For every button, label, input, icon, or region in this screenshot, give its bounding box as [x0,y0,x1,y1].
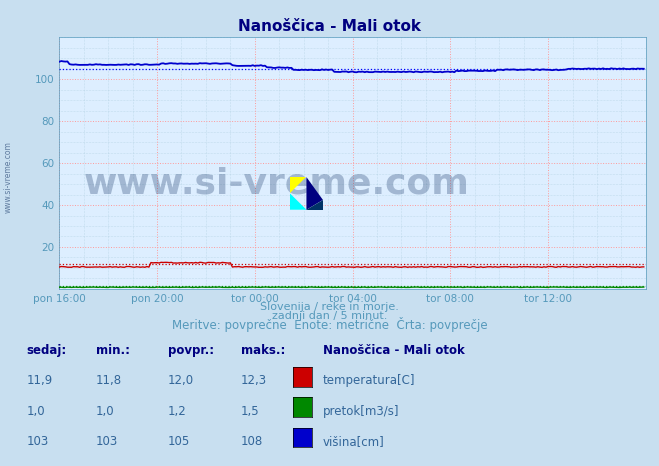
Text: temperatura[C]: temperatura[C] [323,375,415,387]
Text: Meritve: povprečne  Enote: metrične  Črta: povprečje: Meritve: povprečne Enote: metrične Črta:… [172,316,487,331]
Text: 1,2: 1,2 [168,405,186,418]
Polygon shape [306,200,323,210]
Polygon shape [290,193,306,210]
Text: 11,9: 11,9 [26,375,53,387]
Text: 12,3: 12,3 [241,375,267,387]
Text: povpr.:: povpr.: [168,344,214,357]
Text: 103: 103 [26,435,49,448]
Text: 108: 108 [241,435,263,448]
Text: min.:: min.: [96,344,130,357]
Text: 1,0: 1,0 [96,405,114,418]
Text: Nanoščica - Mali otok: Nanoščica - Mali otok [238,19,421,34]
Text: www.si-vreme.com: www.si-vreme.com [3,141,13,213]
Text: višina[cm]: višina[cm] [323,435,385,448]
Text: Slovenija / reke in morje.: Slovenija / reke in morje. [260,302,399,312]
Polygon shape [290,177,306,193]
Text: pretok[m3/s]: pretok[m3/s] [323,405,399,418]
Text: 105: 105 [168,435,190,448]
Text: Nanoščica - Mali otok: Nanoščica - Mali otok [323,344,465,357]
Text: www.si-vreme.com: www.si-vreme.com [84,166,469,200]
Text: sedaj:: sedaj: [26,344,67,357]
Text: 1,0: 1,0 [26,405,45,418]
Text: zadnji dan / 5 minut.: zadnji dan / 5 minut. [272,311,387,321]
Text: 103: 103 [96,435,118,448]
Polygon shape [306,177,323,210]
Text: 12,0: 12,0 [168,375,194,387]
Text: maks.:: maks.: [241,344,285,357]
Text: 1,5: 1,5 [241,405,259,418]
Text: 11,8: 11,8 [96,375,122,387]
